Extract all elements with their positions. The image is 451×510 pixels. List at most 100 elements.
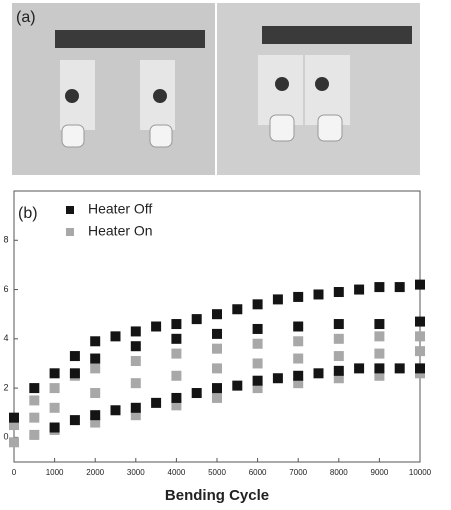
point bbox=[90, 363, 101, 374]
point bbox=[232, 380, 243, 391]
point bbox=[171, 400, 182, 411]
point bbox=[151, 397, 162, 408]
point bbox=[293, 370, 304, 381]
point bbox=[212, 343, 222, 354]
point bbox=[415, 279, 425, 290]
point bbox=[130, 378, 141, 389]
panel-label: (b) bbox=[18, 205, 38, 222]
point bbox=[333, 365, 344, 376]
point bbox=[90, 388, 101, 399]
point bbox=[130, 326, 141, 337]
point bbox=[69, 368, 80, 379]
point bbox=[252, 338, 263, 349]
x-tick-label: 2000 bbox=[86, 468, 104, 477]
point bbox=[374, 363, 385, 374]
x-axis-label: Bending Cycle bbox=[165, 487, 269, 504]
point bbox=[90, 417, 101, 428]
point bbox=[49, 383, 60, 394]
point bbox=[9, 412, 19, 423]
point bbox=[212, 328, 222, 339]
point bbox=[130, 341, 141, 352]
point bbox=[151, 321, 162, 332]
point bbox=[110, 331, 121, 342]
point bbox=[374, 319, 385, 330]
connector bbox=[317, 114, 343, 142]
point bbox=[354, 284, 365, 295]
y-tick-label: 2 bbox=[3, 382, 8, 392]
y-tick-label: 4 bbox=[3, 333, 8, 343]
point bbox=[374, 370, 385, 381]
point bbox=[171, 348, 182, 359]
x-tick-label: 7000 bbox=[289, 468, 307, 477]
knob bbox=[65, 89, 79, 103]
point bbox=[252, 375, 263, 386]
knob bbox=[153, 89, 167, 103]
point bbox=[29, 412, 40, 423]
point bbox=[252, 323, 263, 334]
point bbox=[394, 282, 405, 293]
point bbox=[49, 422, 60, 433]
point bbox=[171, 319, 182, 330]
point bbox=[69, 415, 80, 426]
point bbox=[29, 429, 40, 440]
clamp bbox=[305, 55, 350, 125]
point bbox=[29, 383, 40, 394]
point bbox=[171, 392, 182, 403]
point bbox=[293, 378, 304, 389]
panel-label: (a) bbox=[16, 9, 36, 26]
x-tick-label: 9000 bbox=[371, 468, 389, 477]
point bbox=[191, 388, 202, 399]
connector bbox=[149, 124, 173, 148]
x-tick-label: 8000 bbox=[330, 468, 348, 477]
x-tick-label: 10000 bbox=[409, 468, 432, 477]
connector bbox=[61, 124, 85, 148]
point bbox=[272, 294, 283, 305]
point bbox=[212, 383, 222, 394]
point bbox=[272, 373, 283, 384]
clamp-bar bbox=[55, 30, 205, 48]
point bbox=[252, 358, 263, 369]
legend-label: Heater Off bbox=[88, 201, 152, 217]
point bbox=[90, 410, 101, 421]
point bbox=[415, 316, 425, 327]
knob bbox=[315, 77, 329, 91]
point bbox=[171, 333, 182, 344]
legend-label: Heater On bbox=[88, 223, 153, 239]
point bbox=[293, 321, 304, 332]
point bbox=[69, 351, 80, 362]
legend-marker bbox=[66, 228, 74, 236]
point bbox=[293, 291, 304, 302]
clamp-bar bbox=[262, 26, 412, 44]
point bbox=[212, 392, 222, 403]
point bbox=[232, 304, 243, 315]
knob bbox=[275, 77, 289, 91]
point bbox=[252, 299, 263, 310]
x-tick-label: 4000 bbox=[168, 468, 186, 477]
point bbox=[49, 402, 60, 413]
point bbox=[333, 333, 344, 344]
x-tick-label: 5000 bbox=[208, 468, 226, 477]
x-tick-label: 6000 bbox=[249, 468, 267, 477]
point bbox=[130, 355, 141, 366]
point bbox=[374, 348, 385, 359]
point bbox=[90, 336, 101, 347]
point bbox=[293, 353, 304, 364]
point bbox=[313, 289, 324, 300]
point bbox=[354, 363, 365, 374]
y-tick-label: 8 bbox=[3, 235, 8, 245]
point bbox=[394, 363, 405, 374]
photo-left bbox=[12, 3, 215, 175]
point bbox=[29, 395, 40, 406]
point bbox=[333, 373, 344, 384]
point bbox=[171, 370, 182, 381]
point bbox=[9, 420, 19, 431]
point bbox=[374, 331, 385, 342]
x-tick-label: 0 bbox=[12, 468, 17, 477]
connector bbox=[269, 114, 295, 142]
point bbox=[9, 437, 19, 448]
point bbox=[333, 287, 344, 298]
x-tick-label: 3000 bbox=[127, 468, 145, 477]
point bbox=[110, 405, 121, 416]
photo-panel: (a) bbox=[12, 3, 420, 175]
